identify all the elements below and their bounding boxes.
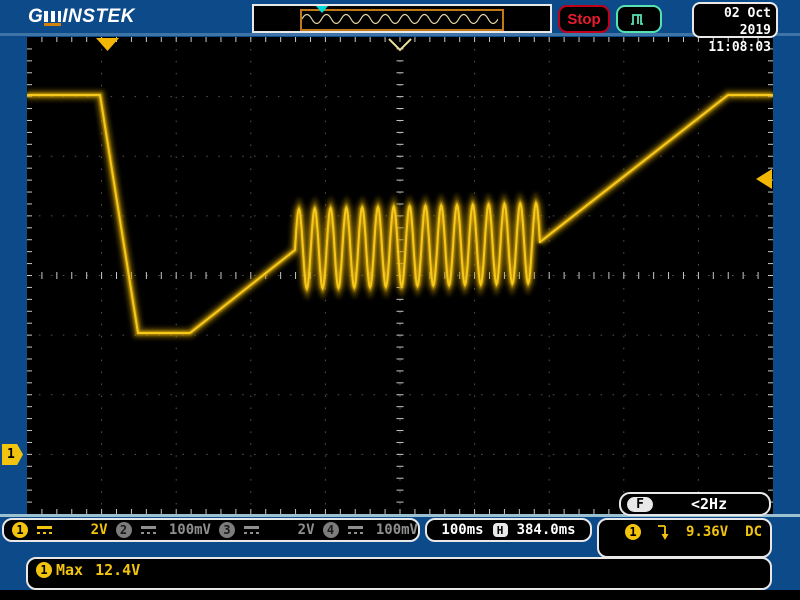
timebase-scale: 100ms [441, 522, 484, 538]
channel-4-scale: 100mV [375, 522, 418, 538]
trigger-level-marker[interactable] [756, 169, 772, 189]
dc-coupling-icon [37, 526, 52, 534]
preview-window-frame [300, 9, 504, 31]
dc-coupling-icon [244, 526, 259, 534]
trigger-coupling: DC [745, 524, 762, 540]
pulse-trigger-icon [631, 14, 643, 25]
time-text: 11:08:03 [708, 40, 771, 55]
brand-logo: G INSTEK [28, 7, 135, 26]
waveform-display: F <2Hz [27, 37, 773, 516]
trigger-status[interactable]: 1 9.36V DC [597, 518, 772, 558]
trigger-level-value: 9.36V [686, 524, 729, 540]
channel-4-status[interactable]: 4 100mV [315, 522, 418, 538]
channel1-ground-marker[interactable]: 1 [2, 444, 23, 465]
channel-2-scale: 100mV [168, 522, 211, 538]
channel-1-scale: 2V [90, 522, 108, 538]
preview-waveform [301, 13, 499, 25]
datetime-display: 02 Oct 2019 11:08:03 [692, 2, 778, 55]
bottom-black-strip [0, 590, 800, 600]
channel-1-badge: 1 [12, 522, 28, 538]
brand-g: G [28, 6, 44, 27]
frequency-icon: F [627, 496, 653, 512]
memory-preview[interactable] [252, 4, 552, 33]
channel-2-status[interactable]: 2 100mV [108, 522, 211, 538]
trigger-mode-button[interactable] [616, 5, 662, 33]
measurement-source-badge: 1 [36, 562, 52, 578]
channel1-trace [27, 94, 773, 334]
dc-coupling-icon [140, 526, 156, 534]
date-text: 02 Oct 2019 [724, 6, 771, 38]
channel-1-status[interactable]: 1 2V [4, 522, 108, 538]
timebase-position: 384.0ms [516, 522, 576, 538]
horizontal-icon: H [492, 523, 508, 537]
top-separator [0, 33, 800, 36]
channel-3-scale: 2V [297, 522, 315, 538]
measurement-bar: 1 Max 12.4V [26, 557, 772, 590]
top-bar: G INSTEK Stop 02 Oct 2019 11:08:03 [0, 0, 800, 55]
expansion-center-marker [388, 38, 412, 52]
measurement-value: 12.4V [95, 561, 141, 579]
bottom-separator [0, 514, 800, 517]
channel-status-bar: 1 2V 2 100mV 3 2V 4 100mV [2, 518, 420, 542]
trigger-position-marker[interactable] [96, 38, 119, 51]
channel-3-status[interactable]: 3 2V [211, 522, 315, 538]
channel-4-badge: 4 [322, 522, 339, 538]
frequency-value: <2Hz [691, 495, 728, 513]
channel-2-badge: 2 [115, 522, 132, 538]
measurement-label: Max [56, 561, 84, 579]
frequency-counter: F <2Hz [619, 492, 771, 516]
timebase-status[interactable]: 100ms H 384.0ms [425, 518, 592, 542]
brand-rest: INSTEK [62, 6, 135, 27]
trigger-source-badge: 1 [625, 524, 641, 540]
acquisition-stop-button[interactable]: Stop [558, 5, 610, 33]
channel-3-badge: 3 [219, 522, 235, 538]
dc-coupling-icon [347, 526, 363, 534]
falling-edge-icon [657, 523, 672, 541]
brand-w-icon [44, 11, 62, 26]
preview-trigger-marker-icon[interactable] [316, 6, 328, 13]
